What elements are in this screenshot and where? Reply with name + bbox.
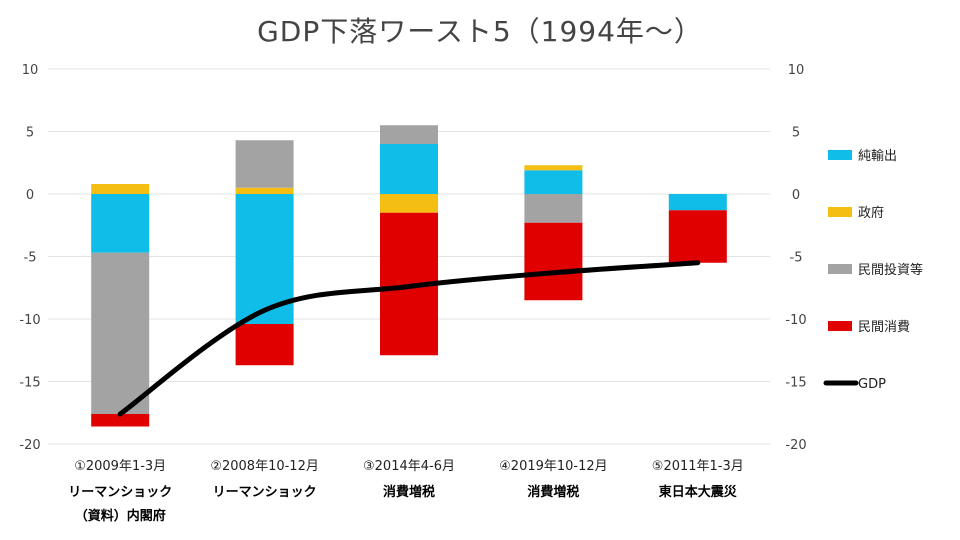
bar-segment-0-0 [91, 194, 150, 253]
y-tick-label-left: -10 [19, 313, 40, 328]
y-tick-label-left: 0 [26, 188, 34, 203]
bar-segment-2-3 [524, 194, 583, 223]
bar-segment-3-0 [91, 414, 150, 427]
x-category-sublabel-3-0: 消費増税 [527, 484, 579, 500]
bar-segment-2-0 [91, 252, 150, 414]
gdp-point-3 [551, 270, 556, 275]
x-category-label-3: ④2019年10-12月 [499, 459, 608, 474]
bar-segment-0-4 [668, 194, 727, 211]
bar-segment-0-3 [524, 170, 583, 194]
legend-swatch-1 [828, 207, 852, 217]
bar-segment-3-4 [668, 210, 727, 263]
bars [91, 125, 727, 427]
bar-segment-1-0 [91, 184, 150, 194]
bar-segment-3-1 [235, 324, 294, 366]
gdp-point-0 [118, 411, 123, 417]
x-category-label-1: ②2008年10-12月 [210, 459, 319, 474]
x-category-sublabel-0-0: リーマンショック [68, 485, 172, 500]
y-tick-label-right: 10 [788, 63, 805, 78]
chart-title: GDP下落ワースト5（1994年～） [257, 15, 703, 48]
y-tick-label-left: -5 [24, 251, 37, 266]
y-tick-label-right: -15 [785, 376, 806, 391]
y-tick-label-left: -15 [19, 376, 40, 391]
x-category-label-4: ⑤2011年1-3月 [652, 459, 744, 474]
legend-label-1: 政府 [858, 206, 884, 221]
x-category-sublabel-4-0: 東日本大震災 [659, 484, 738, 500]
bar-segment-1-1 [235, 187, 294, 194]
y-tick-label-left: 10 [22, 63, 39, 78]
gdp-point-4 [695, 260, 700, 265]
y-tick-label-right: -5 [790, 251, 803, 266]
x-category-sublabel-1-0: リーマンショック [213, 485, 317, 500]
y-tick-label-right: -20 [785, 438, 806, 453]
y-tick-label-right: 5 [792, 126, 800, 141]
legend-label-3: 民間消費 [858, 320, 910, 335]
x-category-sublabel-0-1: （資料）内閣府 [75, 508, 166, 524]
legend-label-4: GDP [858, 377, 886, 392]
bar-segment-1-3 [524, 165, 583, 171]
x-category-sublabel-2-0: 消費増税 [383, 484, 435, 500]
bar-segment-1-2 [380, 194, 438, 213]
legend-label-0: 純輸出 [858, 149, 897, 164]
y-tick-label-right: -10 [785, 313, 806, 328]
gdp-point-1 [262, 308, 267, 313]
y-tick-label-left: 5 [26, 126, 34, 141]
bar-segment-3-3 [524, 222, 583, 301]
gdp-line-layer [117, 260, 701, 417]
bar-segment-2-2 [380, 125, 438, 144]
legend-swatch-3 [828, 321, 852, 331]
legend-swatch-0 [828, 150, 852, 160]
bar-segment-0-2 [380, 144, 438, 194]
axes: 10 10 5 5 0 0 -5 -5 -10 -10 -15 -15 -20 -20 ①2009年1-3月… [19, 63, 806, 524]
x-category-label-2: ③2014年4-6月 [363, 459, 455, 474]
x-category-label-0: ①2009年1-3月 [74, 459, 166, 474]
y-tick-label-right: 0 [792, 188, 800, 203]
legend-swatch-2 [828, 264, 852, 274]
gdp-point-2 [406, 284, 412, 289]
bar-segment-2-1 [235, 140, 294, 188]
legend-label-2: 民間投資等 [858, 262, 923, 278]
y-tick-label-left: -20 [19, 438, 40, 453]
